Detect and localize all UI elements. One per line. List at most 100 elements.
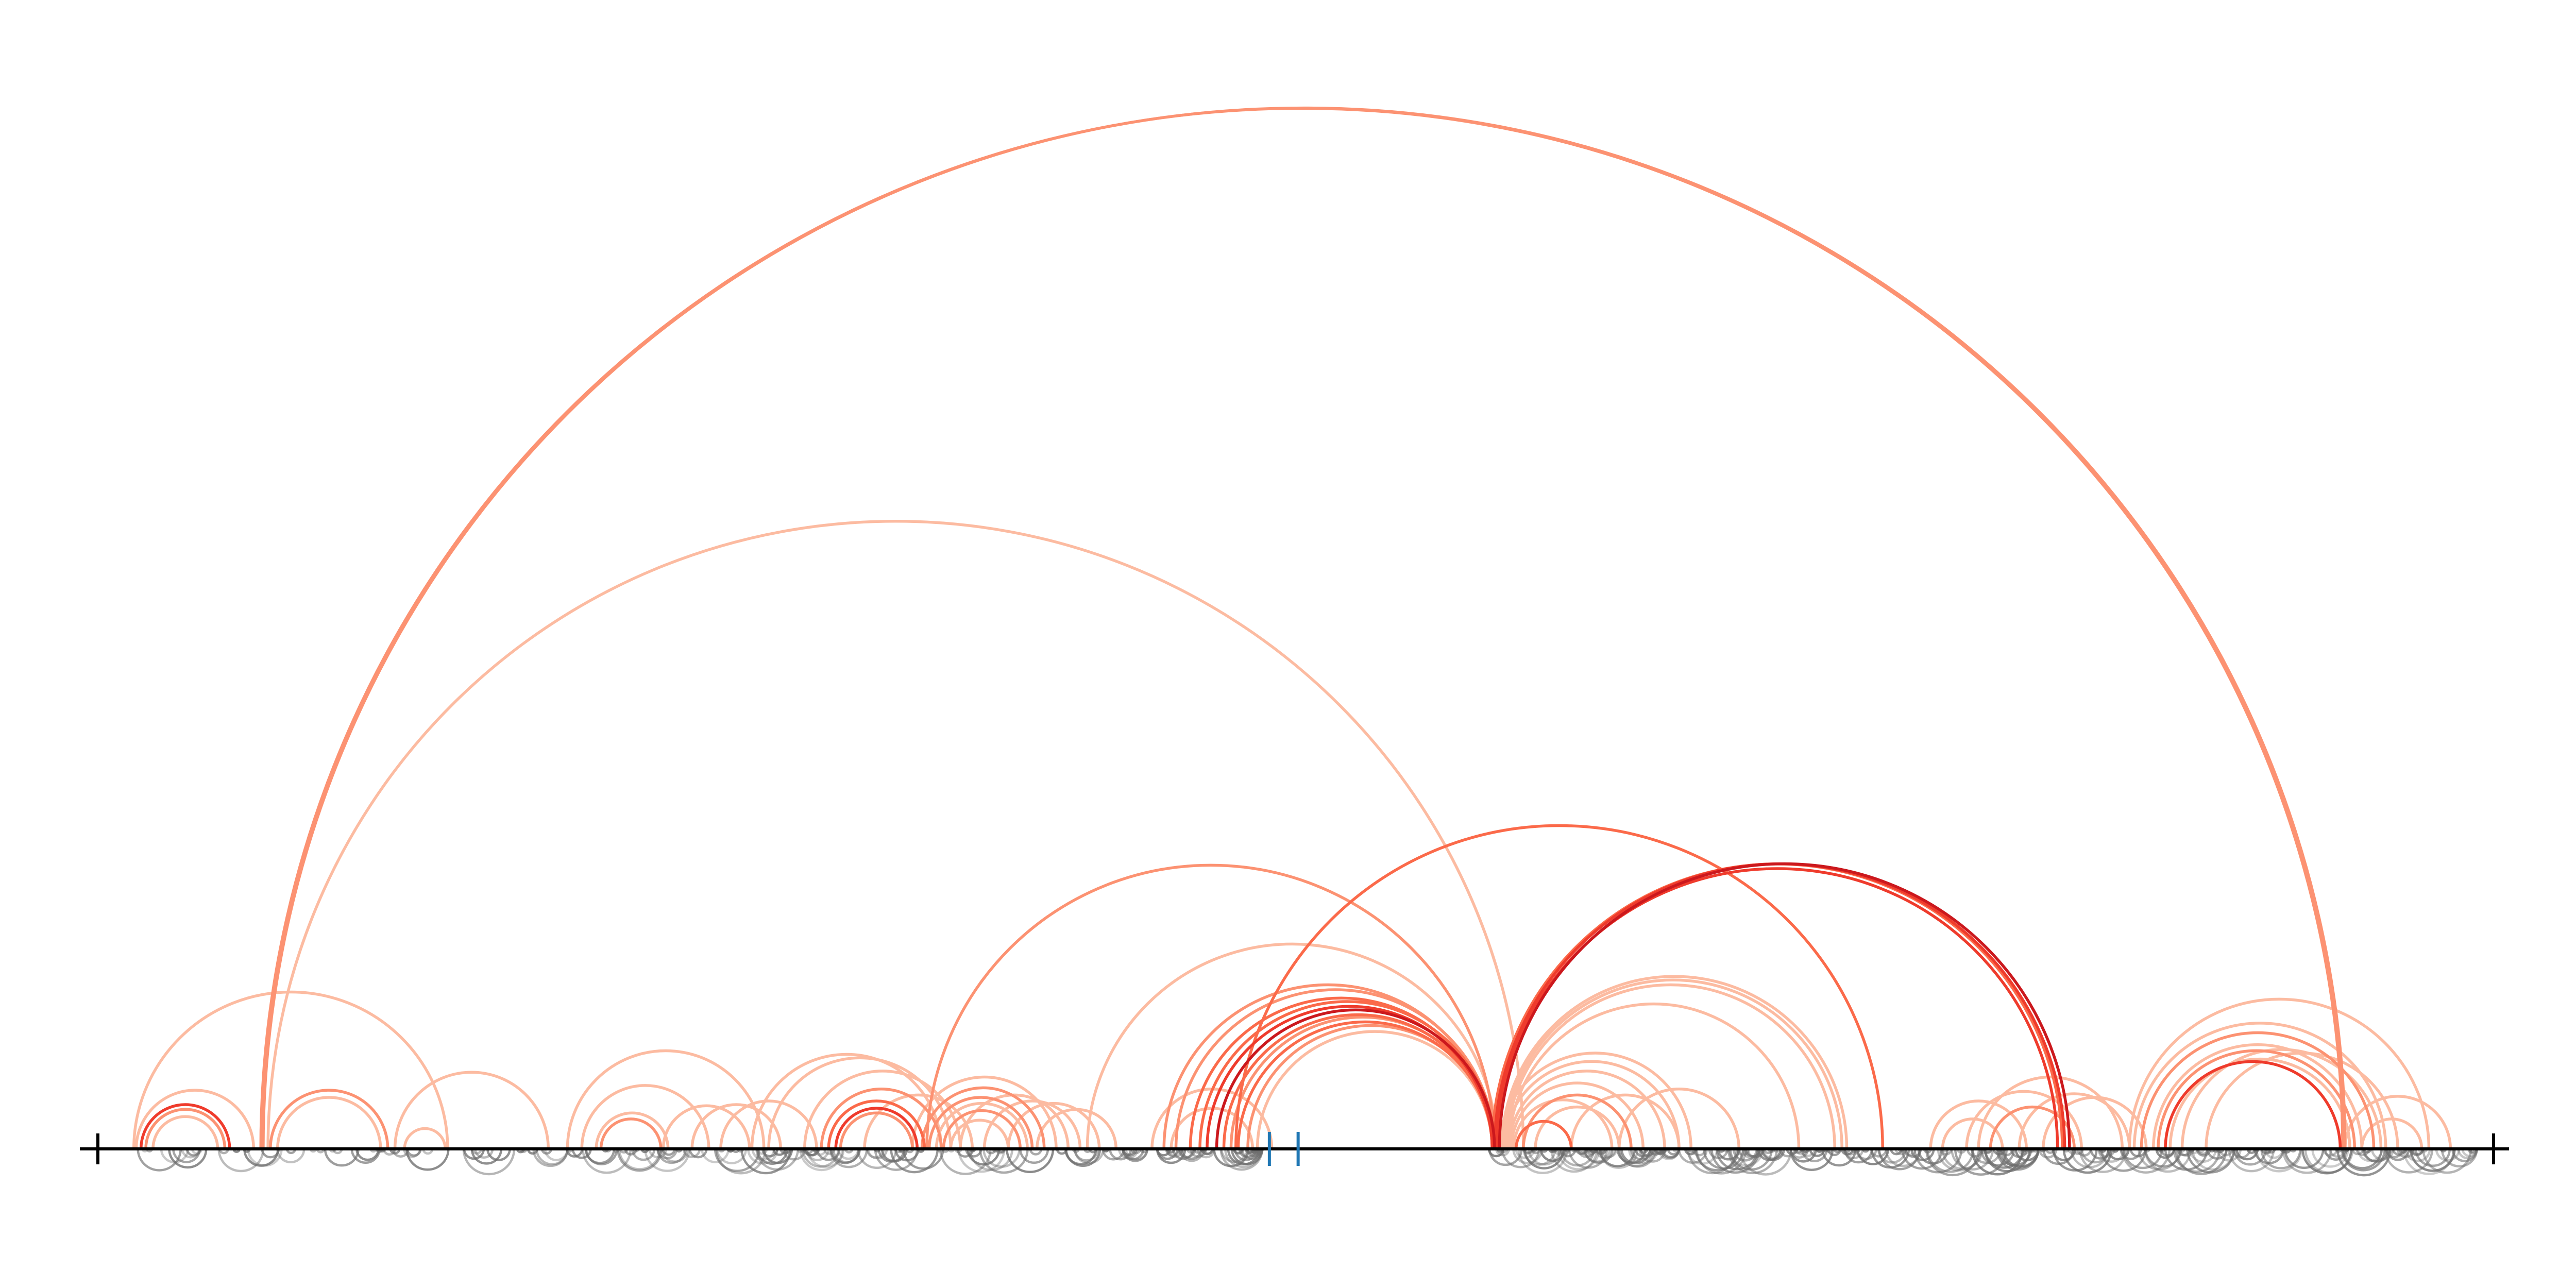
- arc: [719, 1099, 818, 1149]
- contact-arc: [2392, 1148, 2406, 1156]
- arc: [942, 1109, 1022, 1149]
- arc: [1498, 862, 2071, 1149]
- contact-arc: [1528, 1148, 1562, 1165]
- arc: [820, 1088, 943, 1149]
- contact-arc: [1619, 1148, 1657, 1168]
- contact-arc: [857, 1148, 897, 1169]
- arc: [132, 990, 449, 1149]
- arc: [2164, 1060, 2342, 1149]
- contact-arc: [1156, 1148, 1172, 1157]
- contact-arc: [247, 1148, 283, 1167]
- contact-arc: [486, 1148, 511, 1161]
- contact-arc: [355, 1148, 380, 1161]
- contact-arc: [2435, 1148, 2461, 1162]
- contact-arc: [823, 1148, 836, 1155]
- contact-arc: [1877, 1148, 1907, 1164]
- contact-arc: [1789, 1148, 1817, 1163]
- contact-arc: [1980, 1148, 2015, 1166]
- arc: [1512, 1098, 1614, 1149]
- contact-arc: [1902, 1148, 1917, 1156]
- contact-arc: [2324, 1148, 2348, 1161]
- contact-arc: [2311, 1148, 2349, 1168]
- contact-arc: [1878, 1148, 1921, 1171]
- arc: [2128, 997, 2431, 1149]
- contact-arc: [2173, 1148, 2221, 1173]
- arc: [1502, 978, 1843, 1149]
- arc: [2180, 1048, 2383, 1149]
- arc: [1977, 1075, 2124, 1149]
- arc: [266, 519, 1525, 1149]
- contact-arc: [618, 1148, 662, 1171]
- contact-arc: [656, 1148, 678, 1160]
- arc: [393, 1071, 550, 1149]
- arc: [827, 1099, 926, 1149]
- contact-arc: [662, 1148, 676, 1156]
- contact-arc: [1583, 1148, 1614, 1164]
- contact-arc: [2120, 1148, 2142, 1160]
- contact-arc: [2235, 1148, 2259, 1161]
- arc: [1941, 1117, 2004, 1149]
- contact-arc: [1992, 1148, 2006, 1156]
- contact-arc: [982, 1148, 1021, 1168]
- contact-arc: [1177, 1148, 1196, 1158]
- contact-arc: [137, 1148, 182, 1172]
- arc: [1495, 867, 2059, 1149]
- arc: [1929, 1099, 2028, 1149]
- contact-arc: [756, 1148, 768, 1155]
- contact-arc: [1539, 1148, 1566, 1162]
- contact-arc: [2228, 1148, 2275, 1173]
- contact-arc: [799, 1148, 844, 1171]
- contact-arc: [405, 1148, 450, 1171]
- arc: [580, 1084, 710, 1149]
- contact-arc: [276, 1148, 306, 1164]
- contact-arc: [382, 1148, 396, 1156]
- arc: [139, 1103, 231, 1149]
- contact-arc: [2189, 1148, 2217, 1163]
- arc: [927, 1096, 1034, 1149]
- arc: [803, 1070, 962, 1149]
- arc: [1618, 1088, 1740, 1149]
- arc: [690, 1103, 782, 1149]
- contact-arc: [1840, 1148, 1854, 1156]
- contact-arc: [2038, 1148, 2058, 1159]
- contact-arc: [422, 1148, 434, 1155]
- contact-arc: [2176, 1148, 2192, 1157]
- contact-arc: [1568, 1148, 1608, 1169]
- contact-arc: [2422, 1148, 2472, 1174]
- contact-arc: [1710, 1148, 1760, 1174]
- arc: [403, 1127, 447, 1149]
- contact-arc: [324, 1148, 360, 1167]
- contact-arc: [1856, 1148, 1889, 1165]
- contact-arc: [1917, 1148, 1949, 1164]
- contact-arc: [217, 1148, 265, 1173]
- contact-arc: [1220, 1148, 1249, 1163]
- arc: [2205, 1052, 2399, 1149]
- contact-arc: [1789, 1148, 1834, 1171]
- contact-layer: [137, 1148, 2478, 1177]
- arc: [839, 1111, 914, 1149]
- contact-arc: [1728, 1148, 1764, 1167]
- arc: [949, 1118, 1010, 1149]
- arc: [920, 1086, 1046, 1149]
- contact-arc: [714, 1148, 760, 1172]
- arc: [1234, 824, 1884, 1149]
- arc: [1086, 942, 1499, 1149]
- contact-arc: [2233, 1148, 2267, 1166]
- contact-arc: [2410, 1148, 2456, 1172]
- contact-arc: [2404, 1148, 2431, 1162]
- contact-arc: [2284, 1148, 2325, 1169]
- contact-arc: [688, 1148, 708, 1159]
- contact-arc: [1512, 1148, 1543, 1164]
- contact-arc: [2451, 1148, 2478, 1162]
- arc: [1206, 1005, 1494, 1149]
- contact-arc: [957, 1148, 1006, 1173]
- arc: [1505, 983, 1836, 1149]
- arc: [2168, 1057, 2351, 1149]
- arc: [269, 1089, 389, 1149]
- contact-arc: [624, 1148, 638, 1156]
- contact-arc: [261, 1148, 280, 1159]
- contact-arc: [1630, 1148, 1654, 1161]
- arc: [982, 1099, 1082, 1149]
- contact-arc: [939, 1148, 992, 1175]
